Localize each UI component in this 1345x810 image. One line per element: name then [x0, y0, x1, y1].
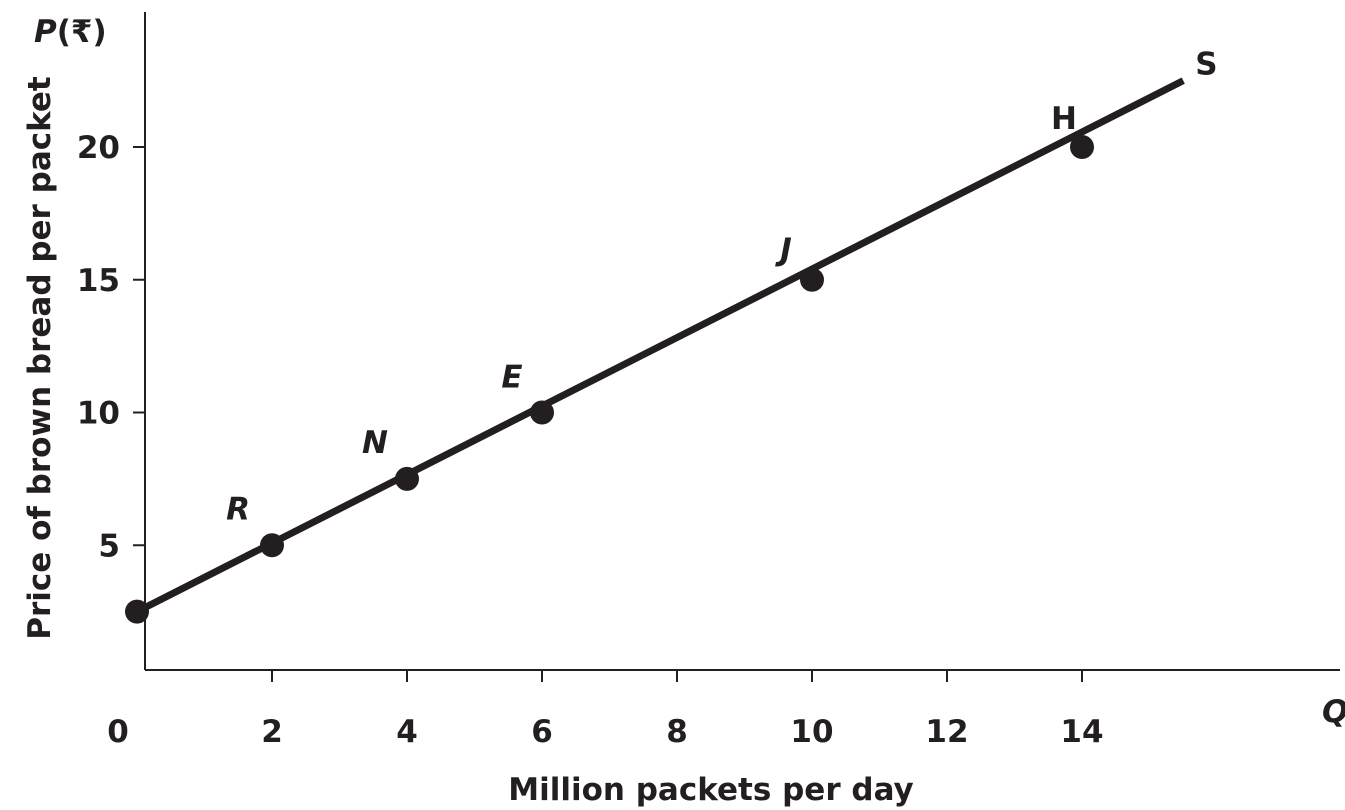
data-point: [125, 599, 149, 624]
x-tick-label: 8: [666, 714, 688, 750]
y-tick-label: 15: [77, 263, 120, 299]
y-axis-unit: (₹): [57, 14, 107, 50]
y-axis-symbol: P(₹): [34, 14, 107, 50]
y-tick-label: 20: [77, 130, 120, 166]
data-point: [800, 267, 824, 292]
data-point: [1070, 135, 1094, 159]
data-point: [260, 533, 284, 558]
point-label: J: [774, 232, 792, 268]
point-label: E: [501, 360, 522, 396]
x-tick-label: 6: [531, 714, 553, 750]
x-tick-label: 12: [925, 714, 968, 750]
y-tick-label: 10: [77, 396, 120, 432]
x-ticks: 0 2 4 6 8 10 12 14: [107, 670, 1104, 750]
x-tick-label: 0: [107, 714, 129, 750]
y-tick-label: 5: [98, 528, 120, 564]
point-label: H: [1051, 101, 1077, 137]
point-label: N: [362, 425, 388, 461]
axes: [144, 12, 1340, 671]
supply-curve-label: S: [1195, 47, 1217, 83]
y-ticks: 5 10 15 20: [77, 130, 145, 564]
x-axis-title: Million packets per day: [508, 772, 914, 808]
x-axis-symbol: Q: [1322, 694, 1345, 730]
plot-area: S R N E J H: [125, 47, 1218, 624]
point-label: R: [226, 491, 250, 527]
y-axis-title: Price of brown bread per packet: [22, 76, 58, 640]
x-tick-label: 10: [790, 714, 833, 750]
data-point: [395, 466, 419, 491]
x-tick-label: 2: [261, 714, 283, 750]
supply-curve-line: [135, 77, 1185, 615]
data-point: [530, 400, 554, 425]
x-tick-label: 14: [1060, 714, 1103, 750]
x-tick-label: 4: [396, 714, 418, 750]
y-axis-symbol-letter: P: [34, 14, 57, 50]
